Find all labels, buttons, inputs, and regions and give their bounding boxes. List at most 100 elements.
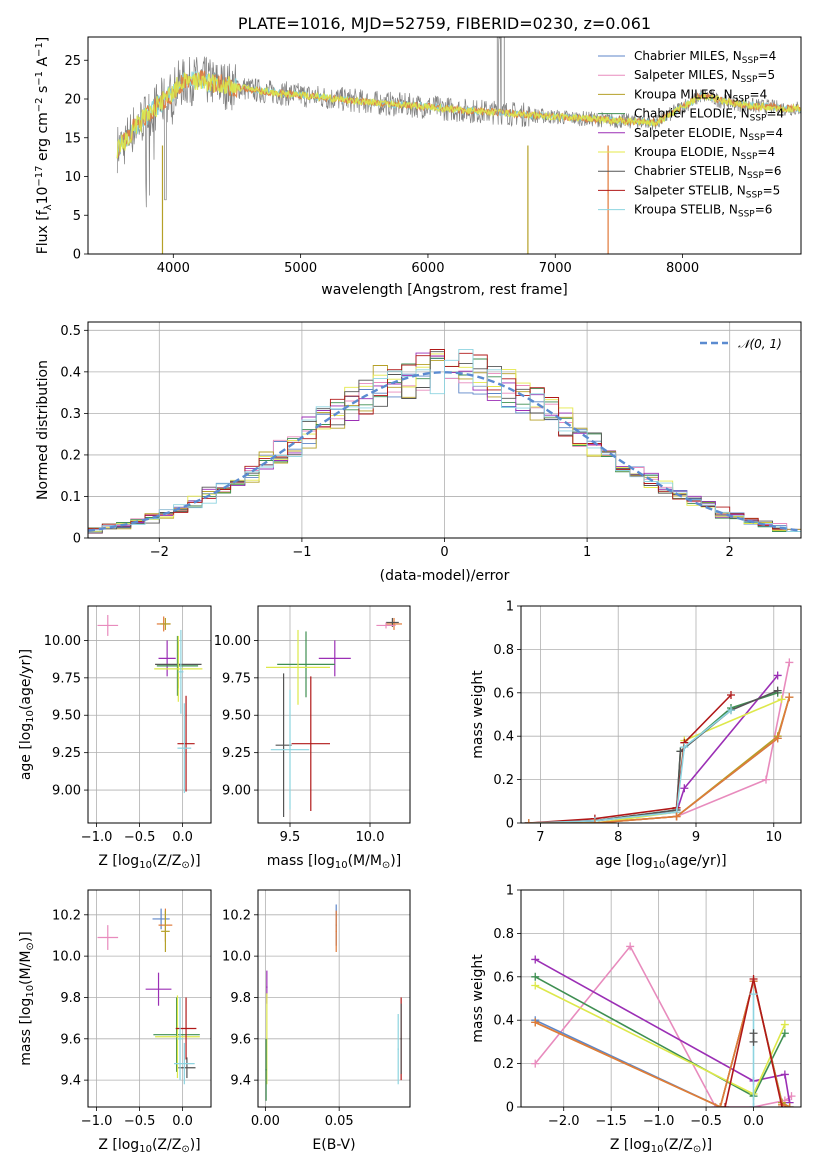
age-vs-mass-plot-area <box>266 617 402 818</box>
y-tick-label: 10.0 <box>52 950 81 965</box>
y-tick-label: 10.0 <box>222 950 251 965</box>
mass-weight-marker <box>780 1029 789 1038</box>
mass-weight-line <box>528 698 782 823</box>
mass-weight-line <box>528 696 791 823</box>
x-tick-label: 2 <box>726 545 734 560</box>
y-tick-label: 9.00 <box>52 784 81 799</box>
legend-entry: Kroupa ELODIE, NSSP=4 <box>634 145 775 162</box>
mass-weight-marker <box>762 775 770 784</box>
mass-weight-marker <box>749 1103 758 1107</box>
mass-weight-line <box>534 980 790 1107</box>
mass-weight-marker <box>721 1103 730 1107</box>
axes-frame <box>87 321 802 539</box>
x-tick-label: 9.5 <box>280 830 301 845</box>
legend-entry: Chabrier STELIB, NSSP=6 <box>634 164 782 181</box>
x-tick-label: 0.05 <box>325 1114 354 1129</box>
y-axis-label: age [log10(age/yr)] <box>18 649 36 780</box>
legend-entry: Chabrier ELODIE, NSSP=4 <box>634 107 784 124</box>
y-tick-label: 0.3 <box>60 407 81 422</box>
age-vs-mass-panel: 9.5 10.0 9.00 9.25 9.50 9.75 10.00 mass [log10(… <box>214 605 411 871</box>
mass-weight-marker <box>773 671 782 680</box>
mass-weight-line <box>534 980 790 1107</box>
x-tick-label: 10 <box>766 830 783 845</box>
x-axis-label: Z [log10(Z/Z⊙)] <box>98 1137 200 1155</box>
x-tick-label: −0.5 <box>124 830 156 845</box>
mass-weight-marker <box>531 955 540 964</box>
x-tick-label: −1.5 <box>595 1114 627 1129</box>
x-tick-label: −2.0 <box>548 1114 580 1129</box>
x-tick-label: 8000 <box>666 261 699 276</box>
massweight-vs-age-panel: 7 8 9 10 0 0.2 0.4 0.6 0.8 1 age [log10(age/yr)] ma… <box>470 600 802 871</box>
chart-title: PLATE=1016, MJD=52759, FIBERID=0230, z=0… <box>238 14 651 33</box>
y-tick-label: 0 <box>506 1101 514 1116</box>
y-tick-label: 0.6 <box>493 686 514 701</box>
axes-frame <box>87 889 212 1108</box>
x-tick-label: 7 <box>536 830 544 845</box>
y-tick-label: 0.1 <box>60 490 81 505</box>
y-tick-label: 0.4 <box>493 1014 514 1029</box>
mass-weight-marker <box>785 1103 794 1107</box>
spectrum-panel: 4000 5000 6000 7000 8000 0 5 10 15 20 25 PLATE=1016… <box>34 14 802 298</box>
mass-weight-marker <box>780 1020 789 1029</box>
x-tick-label: 10.0 <box>356 830 385 845</box>
y-tick-label: 15 <box>64 131 81 146</box>
y-tick-label: 1 <box>506 884 514 899</box>
mass-weight-marker <box>531 981 540 990</box>
x-tick-label: −0.5 <box>690 1114 722 1129</box>
y-tick-label: 10 <box>64 170 81 185</box>
x-axis-label: mass [log10(M/M⊙)] <box>267 853 401 871</box>
x-tick-label: 0.00 <box>251 1114 280 1129</box>
residuals-plot-area <box>88 348 801 536</box>
mass-weight-marker <box>780 1070 789 1079</box>
age-vs-Z-panel: −1.0 −0.5 0.0 9.00 9.25 9.50 9.75 10.00 Z [log10… <box>18 605 212 871</box>
axes-frame <box>520 605 802 824</box>
mass-weight-line <box>528 689 779 823</box>
y-tick-label: 9.25 <box>52 746 81 761</box>
mass-weight-line <box>534 944 792 1107</box>
y-tick-label: 0.4 <box>493 730 514 745</box>
y-tick-label: 0 <box>73 532 81 547</box>
axes-frame <box>520 889 802 1108</box>
y-tick-label: 0.5 <box>60 324 81 339</box>
x-tick-label: 9 <box>692 830 700 845</box>
massweight-vs-Z-panel: −2.0 −1.5 −1.0 −0.5 0.0 0 0.2 0.4 0.6 0.8 1 Z [log1… <box>470 884 802 1155</box>
x-axis-label: E(B-V) <box>312 1137 355 1153</box>
mass-vs-Z-plot-area <box>97 908 200 1085</box>
x-tick-label: −1 <box>292 545 311 560</box>
y-tick-label: 9.4 <box>60 1074 81 1089</box>
mass-weight-marker <box>590 819 599 823</box>
mass-weight-marker <box>749 1029 758 1038</box>
x-tick-label: 0.0 <box>172 830 193 845</box>
mass-weight-marker <box>531 1059 540 1068</box>
mass-vs-Z-panel: −1.0 −0.5 0.0 9.4 9.6 9.8 10.0 10.2 Z [log10(Z/Z… <box>18 889 212 1155</box>
legend-entry: Chabrier MILES, NSSP=4 <box>634 49 776 66</box>
y-tick-label: 0.2 <box>60 448 81 463</box>
spectrum-plot-area <box>116 37 801 254</box>
y-tick-label: 9.8 <box>230 991 251 1006</box>
y-tick-label: 25 <box>64 54 81 69</box>
mass-weight-marker <box>680 784 689 793</box>
y-tick-label: 10.00 <box>44 634 81 649</box>
mass-weight-line <box>528 694 732 823</box>
mass-weight-marker <box>749 974 758 983</box>
mass-weight-marker <box>672 812 681 821</box>
mass-weight-marker <box>749 1037 758 1046</box>
x-tick-label: 6000 <box>411 261 444 276</box>
y-axis-label: Flux [fλ10−17 erg cm−2 s−1 A−1] <box>34 37 54 255</box>
legend-entry: 𝒩(0, 1) <box>738 337 782 351</box>
model-spectrum-line <box>116 72 801 159</box>
x-axis-label: Z [log10(Z/Z⊙)] <box>98 853 200 871</box>
massweight-vs-age-plot-area <box>524 658 794 823</box>
y-tick-label: 9.8 <box>60 991 81 1006</box>
y-tick-label: 0.2 <box>493 773 514 788</box>
y-tick-label: 9.4 <box>230 1074 251 1089</box>
mass-weight-marker <box>777 695 786 704</box>
x-tick-label: 0 <box>440 545 448 560</box>
x-axis-label: wavelength [Angstrom, rest frame] <box>321 282 567 298</box>
legend-entry: Salpeter STELIB, NSSP=5 <box>634 183 780 200</box>
y-tick-label: 0.4 <box>60 365 81 380</box>
mass-weight-marker <box>773 734 782 743</box>
x-tick-label: −1.0 <box>643 1114 675 1129</box>
mass-weight-marker <box>531 1018 540 1027</box>
